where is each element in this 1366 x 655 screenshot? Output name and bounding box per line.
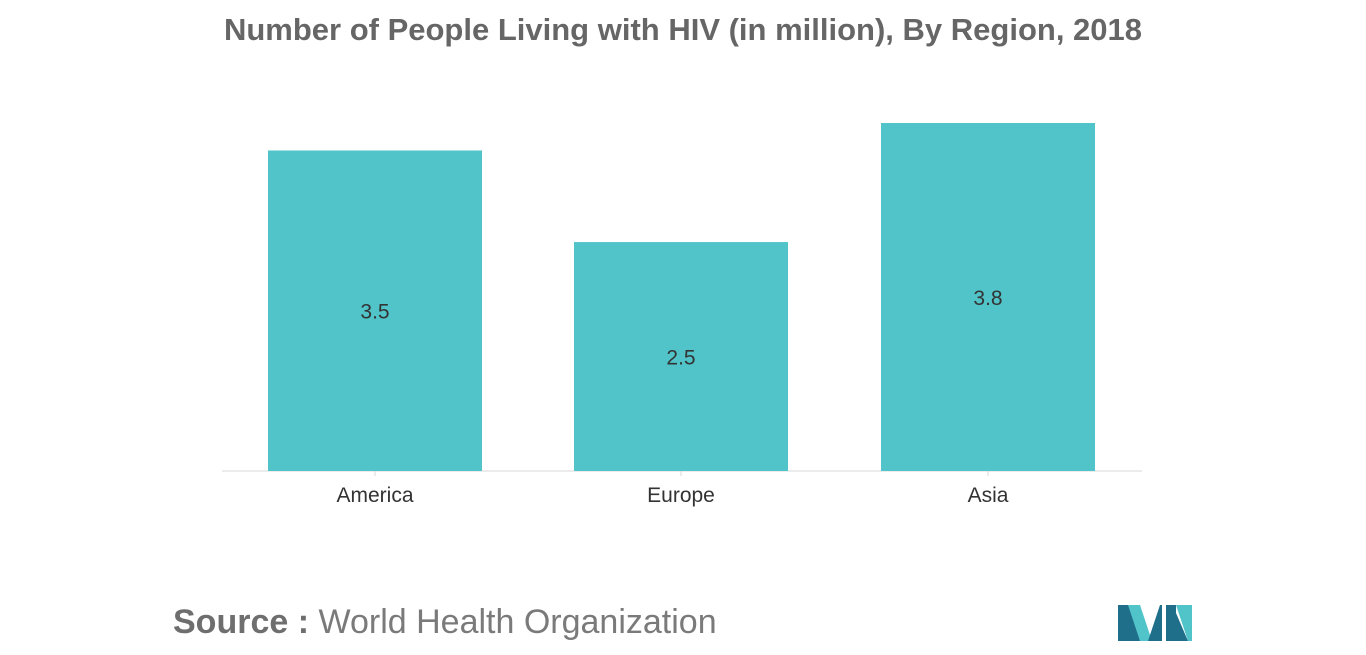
source-text: World Health Organization	[318, 603, 717, 641]
bar-chart: 3.5 America 2.5 Europe 3.8 Asia	[222, 123, 1142, 507]
bar-value-label: 3.5	[360, 301, 389, 324]
bar-europe	[574, 242, 788, 471]
x-tick-label: America	[336, 484, 413, 507]
source-note: Source : World Health Organization	[173, 603, 717, 642]
bar-asia	[881, 123, 1095, 471]
bar-america	[268, 150, 482, 471]
source-prefix: Source :	[173, 603, 310, 641]
bars-group: 3.5 America 2.5 Europe 3.8 Asia	[268, 123, 1095, 507]
x-tick-label: Asia	[968, 484, 1009, 507]
bar-value-label: 2.5	[666, 347, 695, 370]
mordor-intelligence-logo-icon	[1118, 603, 1192, 641]
x-tick-label: Europe	[647, 484, 715, 507]
bar-value-label: 3.8	[973, 287, 1002, 310]
chart-title: Number of People Living with HIV (in mil…	[223, 12, 1143, 47]
